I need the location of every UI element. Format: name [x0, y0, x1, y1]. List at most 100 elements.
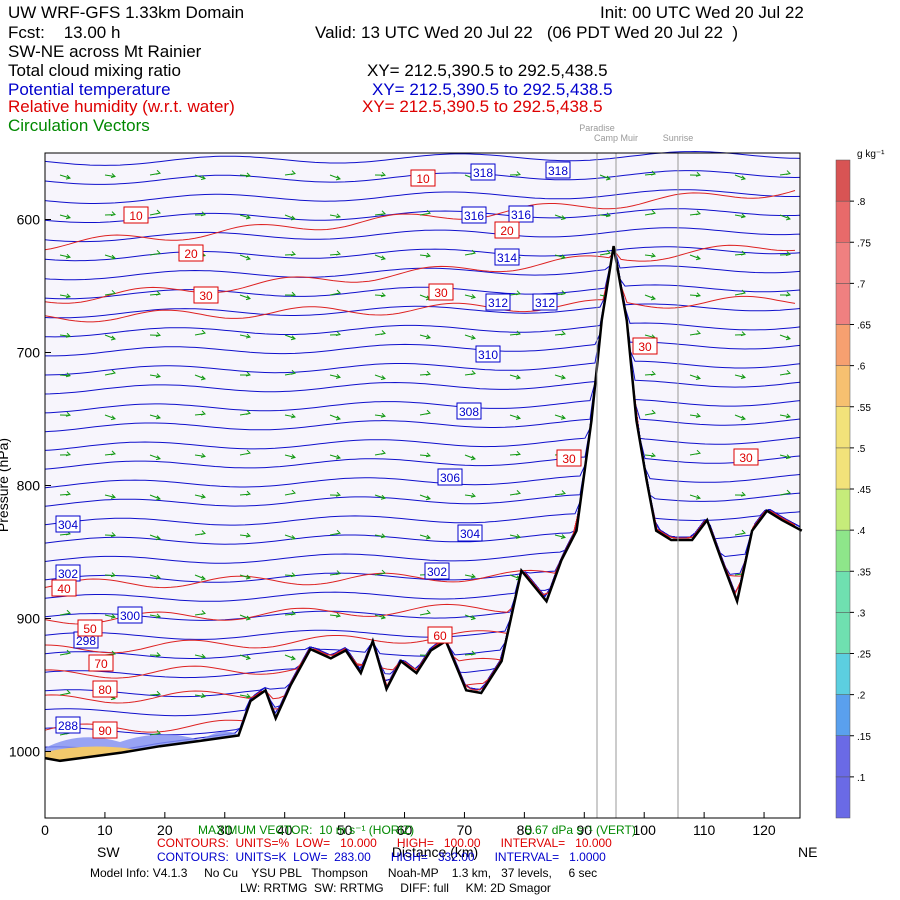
- vector: [419, 494, 431, 501]
- isentrope: [44, 250, 801, 300]
- theta-label-box: [545, 161, 571, 179]
- vector: [104, 173, 116, 179]
- vector: [59, 609, 71, 616]
- init-time: Init: 00 UTC Wed 20 Jul 22: [600, 3, 804, 22]
- vector: [644, 170, 656, 176]
- vector: [464, 454, 476, 461]
- vector: [554, 330, 566, 336]
- colorbar-label: .55: [857, 403, 871, 414]
- site-label: Sunrise: [663, 133, 694, 143]
- colorbar-cell: [835, 735, 851, 778]
- vector: [374, 533, 386, 539]
- terrain: [44, 245, 803, 763]
- vector: [194, 174, 206, 181]
- site-label: Camp Muir: [594, 133, 638, 143]
- colorbar-cell: [835, 529, 851, 572]
- theta-label: 318: [473, 166, 493, 180]
- theta-label-box: [55, 716, 81, 734]
- rh-label: 30: [739, 451, 753, 465]
- x-tick-label: 10: [97, 822, 113, 838]
- colorbar-label: .75: [857, 238, 871, 249]
- colorbar-cell: [835, 612, 851, 654]
- rh-contours: CONTOURS: UNITS=% LOW= 10.000 HIGH= 100.…: [157, 836, 612, 850]
- vector: [644, 452, 656, 458]
- vector: [689, 171, 701, 177]
- vector: [149, 574, 161, 580]
- vector: [509, 414, 521, 420]
- vector: [194, 453, 206, 458]
- vector: [59, 372, 71, 378]
- rh-label: 50: [83, 622, 97, 636]
- x-axis-label: Distance (km): [392, 844, 478, 860]
- vector: [149, 249, 161, 256]
- vector: [779, 454, 791, 460]
- colorbar-cell: [835, 447, 851, 490]
- vector: [194, 211, 206, 217]
- vector: [599, 174, 611, 181]
- x-tick-label: 0: [41, 822, 49, 838]
- y-axis-label: Pressure (hPa): [0, 438, 11, 532]
- theta-label-box: [457, 524, 483, 542]
- rh-label: 40: [57, 582, 71, 596]
- isentrope: [44, 250, 801, 433]
- theta-label: 306: [440, 471, 460, 485]
- isentrope: [44, 250, 801, 451]
- theta-label-box: [485, 293, 511, 311]
- vector: [644, 409, 656, 416]
- vector: [149, 690, 161, 696]
- y-tick-label: 600: [17, 212, 41, 228]
- vector: [464, 294, 476, 299]
- vector: [464, 249, 476, 256]
- vector: [419, 534, 431, 540]
- forecast-hour: Fcst: 13.00 h: [8, 23, 120, 42]
- theta-label-box: [55, 515, 81, 533]
- vector: [239, 532, 251, 538]
- vector: [329, 250, 341, 256]
- isentrope: [44, 250, 801, 414]
- vector: [689, 210, 701, 216]
- vector: [149, 454, 161, 461]
- vector: [509, 490, 521, 496]
- vector: [104, 414, 116, 421]
- vector: [284, 610, 296, 616]
- vector: [194, 610, 206, 616]
- vector: [239, 294, 251, 301]
- vector: [374, 254, 386, 261]
- colorbar-label: .45: [857, 485, 871, 496]
- vector: [464, 334, 476, 340]
- vector: [194, 329, 206, 336]
- vector: [644, 252, 656, 258]
- isentrope: [44, 246, 801, 262]
- x-tick-label: 80: [517, 822, 533, 838]
- max-vector: MAXIMUM VECTOR: 10 m s⁻¹ (HORIZ): [198, 823, 414, 837]
- vector: [149, 331, 161, 337]
- vector: [284, 291, 296, 297]
- vector: [374, 494, 386, 500]
- x-tick-label: 90: [576, 822, 592, 838]
- colorbar-unit: g kg⁻¹: [857, 149, 885, 160]
- vector: [59, 689, 71, 696]
- vector: [734, 414, 746, 421]
- vector: [149, 290, 161, 296]
- vector: [464, 492, 476, 498]
- rh-label: 80: [98, 683, 112, 697]
- vector: [104, 613, 116, 619]
- rh-label-box: [632, 337, 658, 355]
- vector: [734, 529, 746, 536]
- colorbar-label: .35: [857, 567, 871, 578]
- rh-label-box: [88, 654, 114, 672]
- rh-label-box: [77, 619, 103, 637]
- theta-label-box: [456, 402, 482, 420]
- rh-label: 30: [199, 289, 213, 303]
- rh-label: 90: [98, 724, 112, 738]
- vector: [149, 209, 161, 216]
- colorbar-cell: [835, 365, 851, 407]
- vector: [509, 533, 521, 539]
- vector: [104, 532, 116, 537]
- site-label: Paradise: [579, 123, 615, 133]
- vector: [374, 210, 386, 216]
- theta-label: 318: [548, 164, 568, 178]
- vector: [329, 491, 341, 497]
- vector: [284, 572, 296, 578]
